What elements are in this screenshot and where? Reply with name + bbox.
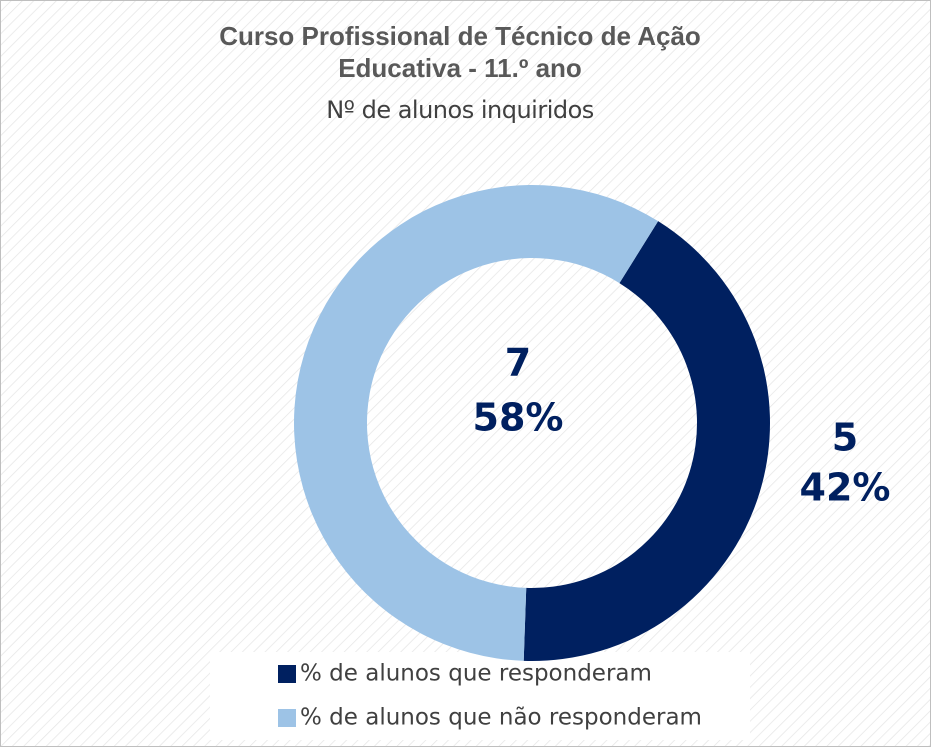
donut-slice bbox=[523, 221, 770, 662]
data-label: 7 bbox=[505, 341, 531, 385]
chart-title: Curso Profissional de Técnico de Ação Ed… bbox=[219, 21, 701, 83]
donut-slice bbox=[294, 185, 659, 661]
data-label: 5 bbox=[832, 416, 858, 460]
legend-swatch bbox=[278, 665, 296, 683]
legend-label: % de alunos que responderam bbox=[300, 661, 652, 687]
data-label-percent: 42% bbox=[800, 466, 891, 510]
data-label-percent: 58% bbox=[473, 396, 564, 440]
legend-swatch bbox=[278, 709, 296, 727]
legend-label: % de alunos que não responderam bbox=[300, 705, 702, 731]
legend-box bbox=[210, 652, 750, 740]
chart-subtitle: Nº de alunos inquiridos bbox=[326, 96, 594, 124]
